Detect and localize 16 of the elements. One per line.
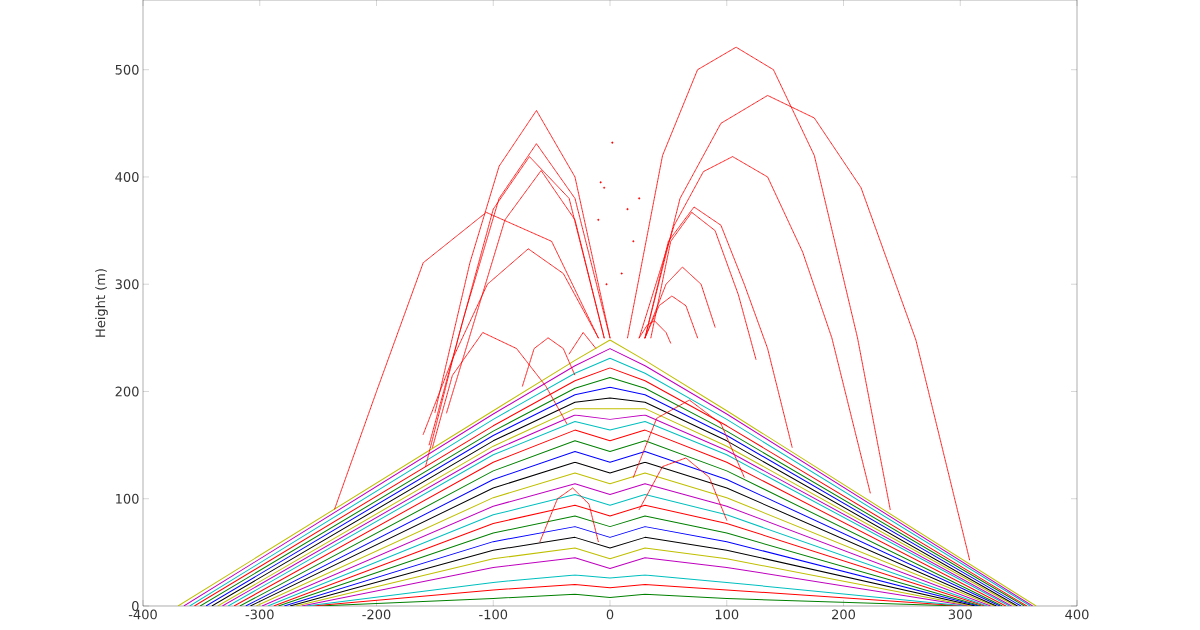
- x-tick-label: 100: [715, 609, 739, 620]
- x-tick-label: 200: [832, 609, 856, 620]
- y-tick-label: 300: [115, 279, 139, 290]
- x-tick-label: -100: [479, 609, 508, 620]
- y-axis-title: Height (m): [95, 269, 108, 337]
- y-tick-label: 0: [132, 601, 139, 611]
- x-tick-label: -300: [245, 609, 274, 620]
- y-tick-label: 400: [115, 172, 139, 182]
- x-tick-label: -200: [362, 609, 391, 620]
- x-tick-label: 400: [1065, 609, 1089, 620]
- x-tick-label: -400: [128, 609, 157, 620]
- y-tick-label: 200: [115, 386, 139, 397]
- y-tick-label: 500: [115, 64, 139, 75]
- y-tick-label: 100: [116, 493, 139, 504]
- x-tick-label: 300: [948, 609, 972, 620]
- x-tick-label: 0: [606, 609, 614, 620]
